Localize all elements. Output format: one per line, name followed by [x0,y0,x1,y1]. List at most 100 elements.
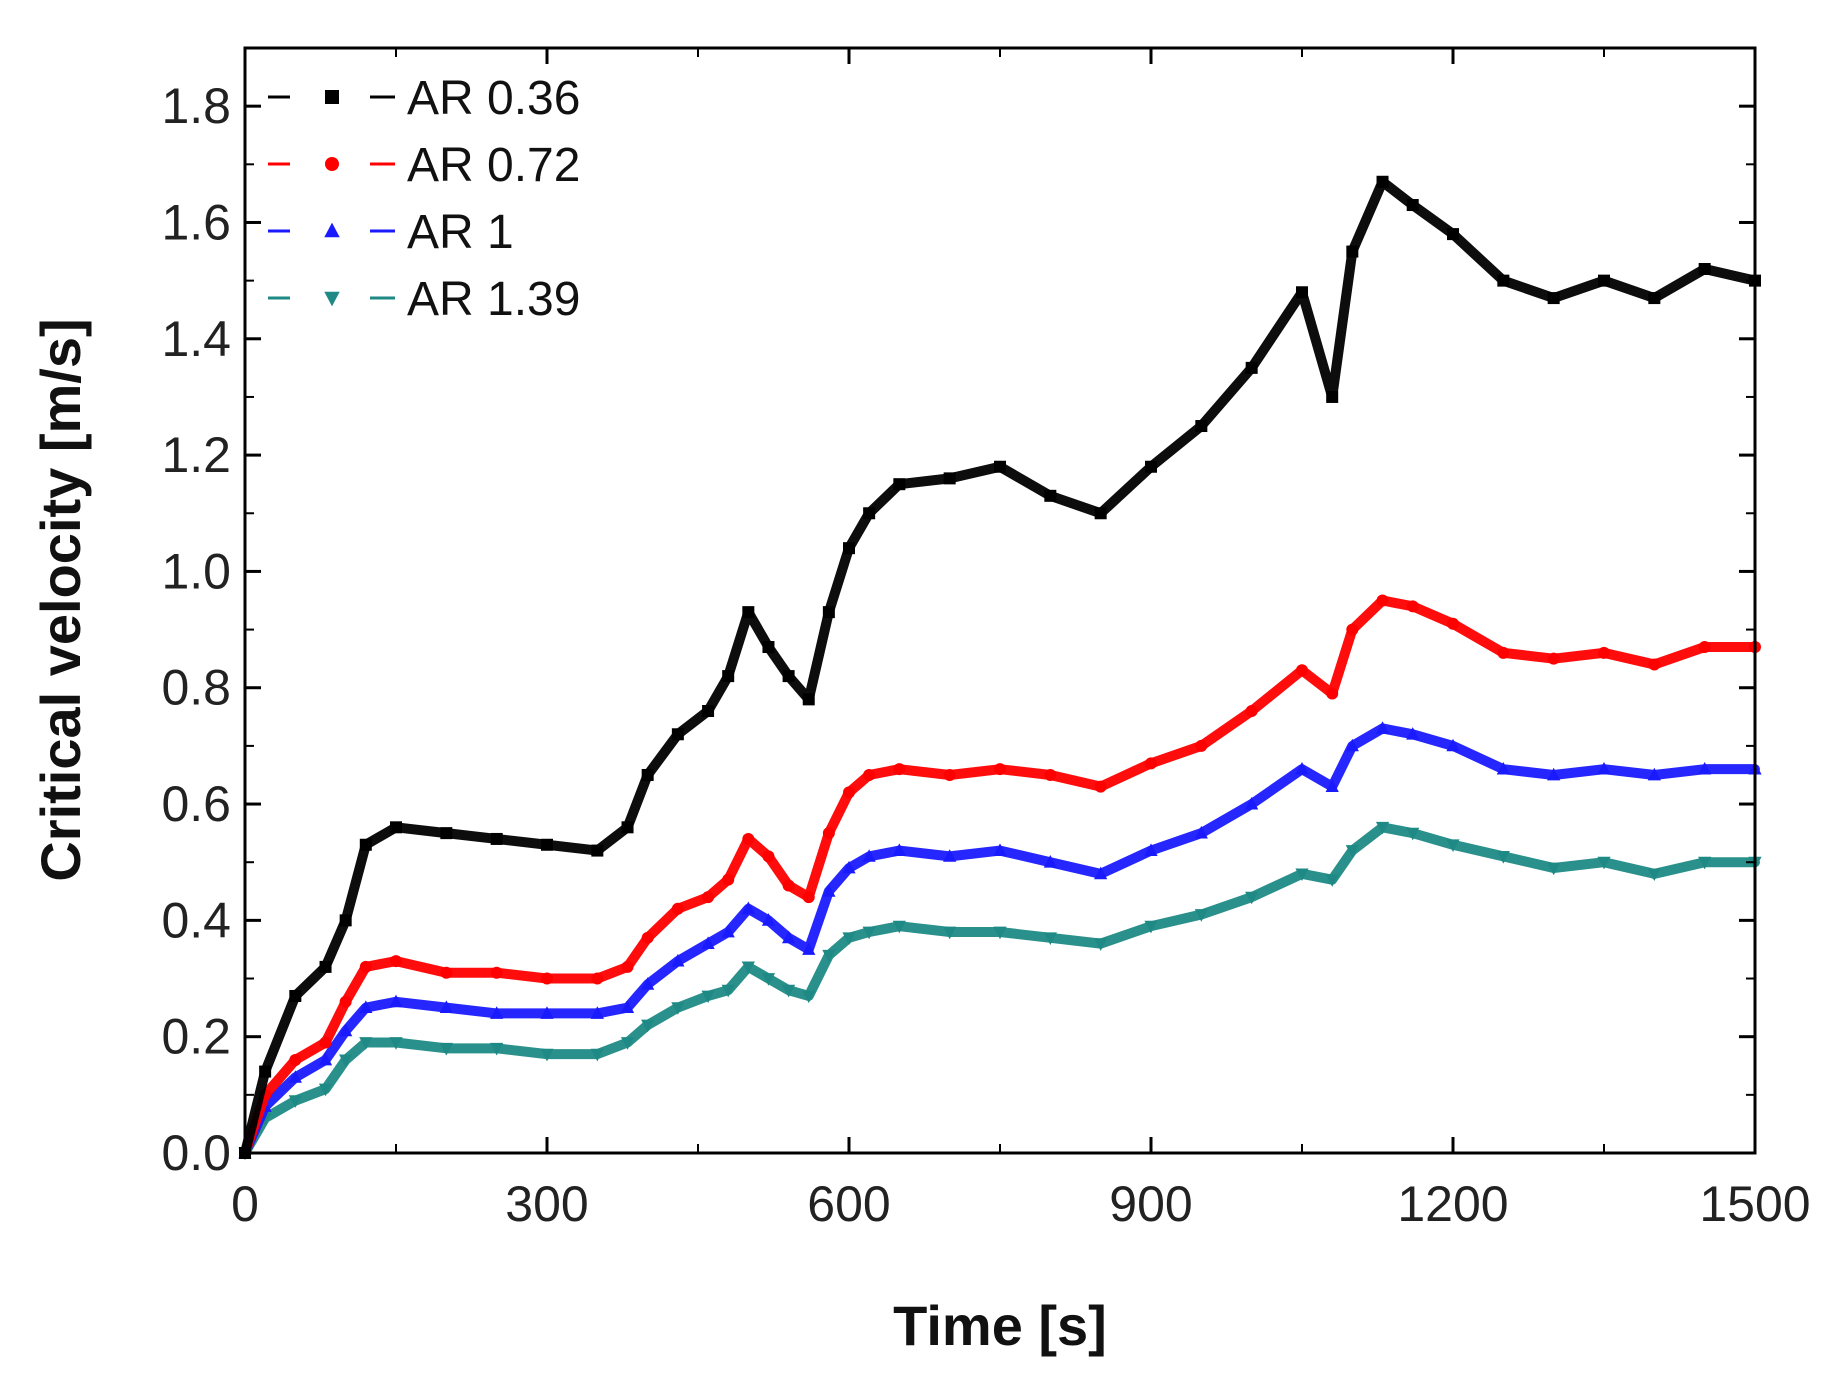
series-ar-1 [238,721,1762,1159]
data-point [540,1048,554,1062]
data-point [1547,767,1561,781]
data-point [1496,761,1510,775]
data-point [590,1006,604,1019]
data-point [319,960,332,973]
data-point [893,478,906,491]
data-point [359,1000,373,1014]
data-point [782,984,796,998]
data-point [620,1000,635,1014]
data-point [761,913,776,926]
data-point [1597,856,1611,870]
data-point [541,972,553,985]
data-point [892,843,906,856]
data-point [1406,727,1420,740]
data-point [782,670,795,683]
data-point [1406,600,1419,613]
legend-label: AR 0.36 [407,72,580,125]
data-point [1647,767,1661,781]
data-point [1375,721,1390,734]
legend-item: AR 0.72 [268,139,580,192]
data-point [289,989,302,1002]
data-point [1597,761,1611,775]
data-point [862,849,876,862]
data-point [1326,390,1339,403]
data-point [943,472,956,485]
data-point [319,1036,332,1049]
data-point [994,763,1006,776]
data-point [440,827,453,840]
data-point [722,873,735,886]
data-point [1094,780,1107,793]
legend-label: AR 1.39 [407,273,580,326]
legend-item: AR 0.36 [268,72,580,125]
data-point [802,693,815,706]
data-point [288,1095,302,1108]
data-point [1547,292,1560,305]
data-point [1094,866,1108,880]
data-point [339,1054,353,1068]
data-point [359,960,372,973]
data-point [863,507,876,520]
data-point [1194,825,1208,839]
data-point [721,984,735,998]
legend-label: AR 1 [407,206,514,259]
data-point [994,460,1006,473]
legend-marker [324,291,340,307]
data-point [288,1070,302,1083]
legend-label: AR 0.72 [407,139,580,192]
x-axis-title: Time [s] [893,1294,1107,1357]
series-ar-0-36 [239,175,1761,1159]
data-point [1144,843,1158,856]
data-point [993,926,1007,940]
data-point [641,768,654,781]
data-point [1698,856,1712,870]
data-point [1195,739,1208,752]
data-point [742,606,755,619]
data-point [702,705,715,717]
data-point [1094,938,1108,951]
data-point [722,670,735,683]
data-point [1406,199,1419,212]
y-axis-title: Critical velocity [m/s] [29,318,92,881]
data-point [671,1002,685,1015]
data-point [1145,757,1157,770]
data-point [892,920,906,934]
data-point [641,1019,655,1033]
data-point [259,1065,272,1078]
data-point [339,914,352,927]
data-point [389,994,403,1008]
data-point [802,942,816,955]
data-point [1325,874,1339,887]
data-point [1698,263,1711,275]
x-tick-label: 300 [505,1176,588,1232]
data-point [702,891,715,904]
data-point [1296,286,1308,299]
data-point [490,1042,504,1056]
data-point [1648,292,1661,305]
data-point [993,843,1007,856]
data-point [1698,761,1712,775]
data-point [862,926,876,940]
data-point [621,821,634,834]
series-ar-1-39 [238,821,1762,1161]
data-point [762,850,775,863]
data-point [1194,909,1208,922]
data-point [1245,796,1259,810]
data-point [843,786,855,799]
data-point [1145,460,1157,473]
data-point [1296,664,1308,677]
data-point [1295,761,1309,775]
data-point [1496,850,1510,864]
data-point [641,931,654,944]
x-tick-label: 900 [1109,1176,1192,1232]
x-tick-label: 1500 [1699,1176,1810,1232]
data-point [943,849,957,862]
data-point [439,1000,453,1014]
legend: AR 0.36 AR 0.72 AR 1 AR 1.39 [268,72,580,326]
data-point [339,1023,353,1037]
data-point [621,960,634,973]
series-ar-0-72 [239,594,1761,1159]
legend-item: AR 1.39 [268,273,580,326]
